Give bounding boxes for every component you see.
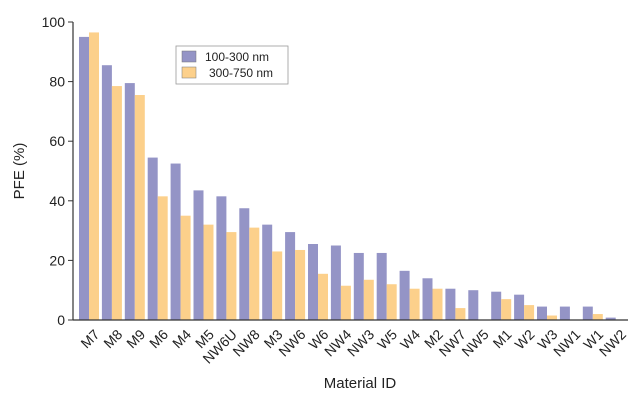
bar-NW3-series-2: [363, 279, 374, 320]
bar-W4-series-1: [399, 270, 410, 320]
legend-label-300-750: 300-750 nm: [209, 66, 273, 80]
bar-NW3-series-1: [353, 252, 364, 320]
x-tick-label: W2: [511, 326, 537, 352]
y-tick-label: 40: [49, 193, 65, 209]
x-tick-label: M8: [100, 326, 125, 351]
bar-M3-series-1: [262, 224, 273, 320]
bar-NW8-series-1: [239, 208, 250, 320]
bar-NW1-series-1: [559, 306, 570, 320]
y-ticks-group: 0 20 40 60 80 100: [42, 14, 73, 328]
legend-swatch-100-300: [181, 50, 197, 63]
bar-NW5-series-1: [468, 290, 479, 320]
x-ticks-group: M7M8M9M6M4M5NW6UNW8M3NW6W6NW4NW3W5W4M2NW…: [77, 326, 629, 367]
bar-M9-series-1: [124, 83, 135, 320]
legend-swatch-300-750: [181, 66, 197, 79]
x-tick-label: NW8: [229, 326, 262, 359]
bar-NW6-series-1: [285, 232, 296, 320]
bar-M7-series-1: [79, 36, 89, 321]
bar-W2-series-2: [524, 305, 535, 320]
x-tick-label: NW1: [550, 326, 583, 359]
bar-M2-series-2: [432, 288, 443, 320]
bar-M4-series-2: [180, 215, 191, 320]
y-tick-label: 100: [42, 14, 66, 30]
y-axis-title: PFE (%): [11, 143, 28, 200]
bar-NW4-series-2: [340, 285, 351, 320]
bar-NW4-series-1: [330, 245, 341, 320]
y-tick-label: 80: [49, 74, 65, 90]
bar-W3-series-2: [547, 315, 557, 320]
bar-W5-series-1: [376, 252, 387, 320]
bar-M5-series-1: [193, 190, 204, 320]
bar-W2-series-1: [514, 294, 525, 320]
bar-W6-series-1: [308, 244, 318, 320]
bar-M1-series-1: [491, 291, 502, 320]
bar-NW6U-series-2: [226, 232, 237, 320]
bars-group: [79, 32, 616, 321]
bar-NW6U-series-1: [216, 196, 227, 320]
bar-W6-series-2: [318, 273, 328, 320]
bar-NW8-series-2: [249, 227, 260, 320]
x-tick-label: W5: [374, 326, 400, 352]
bar-W3-series-1: [537, 306, 547, 320]
bar-W1-series-1: [582, 306, 593, 320]
bar-NW2-series-1: [605, 317, 616, 320]
x-tick-label: M7: [77, 326, 102, 351]
bar-M8-series-1: [101, 65, 112, 321]
legend-label-100-300: 100-300 nm: [205, 50, 269, 64]
x-tick-label: NW5: [458, 326, 491, 359]
bar-M6-series-2: [157, 196, 168, 320]
bar-NW7-series-1: [445, 288, 456, 320]
legend: 100-300 nm 300-750 nm: [175, 45, 289, 85]
bar-M6-series-1: [147, 157, 158, 320]
x-tick-label: M9: [123, 326, 148, 351]
y-tick-label: 20: [49, 252, 65, 268]
x-tick-label: NW6: [275, 326, 308, 359]
bar-W1-series-2: [592, 314, 603, 320]
x-tick-label: M6: [146, 326, 171, 351]
x-tick-label: M4: [169, 326, 194, 351]
bar-M7-series-2: [89, 32, 99, 321]
x-tick-label: W4: [397, 326, 423, 352]
bar-M9-series-2: [134, 95, 145, 320]
bar-M2-series-1: [422, 278, 433, 320]
y-tick-label: 0: [57, 312, 65, 328]
bar-M4-series-1: [170, 163, 181, 320]
x-tick-label: NW2: [596, 326, 629, 359]
x-tick-label: M1: [490, 326, 515, 351]
bar-W4-series-2: [409, 288, 420, 320]
x-tick-label: NW3: [344, 326, 377, 359]
bar-M5-series-2: [203, 224, 214, 320]
bar-M1-series-2: [501, 299, 512, 320]
bar-M8-series-2: [111, 86, 122, 320]
bar-NW7-series-2: [455, 308, 466, 320]
bar-W5-series-2: [386, 284, 397, 320]
bar-NW6-series-2: [295, 249, 306, 320]
x-axis-title: Material ID: [324, 375, 397, 392]
bar-M3-series-2: [272, 251, 283, 320]
y-tick-label: 60: [49, 133, 65, 149]
